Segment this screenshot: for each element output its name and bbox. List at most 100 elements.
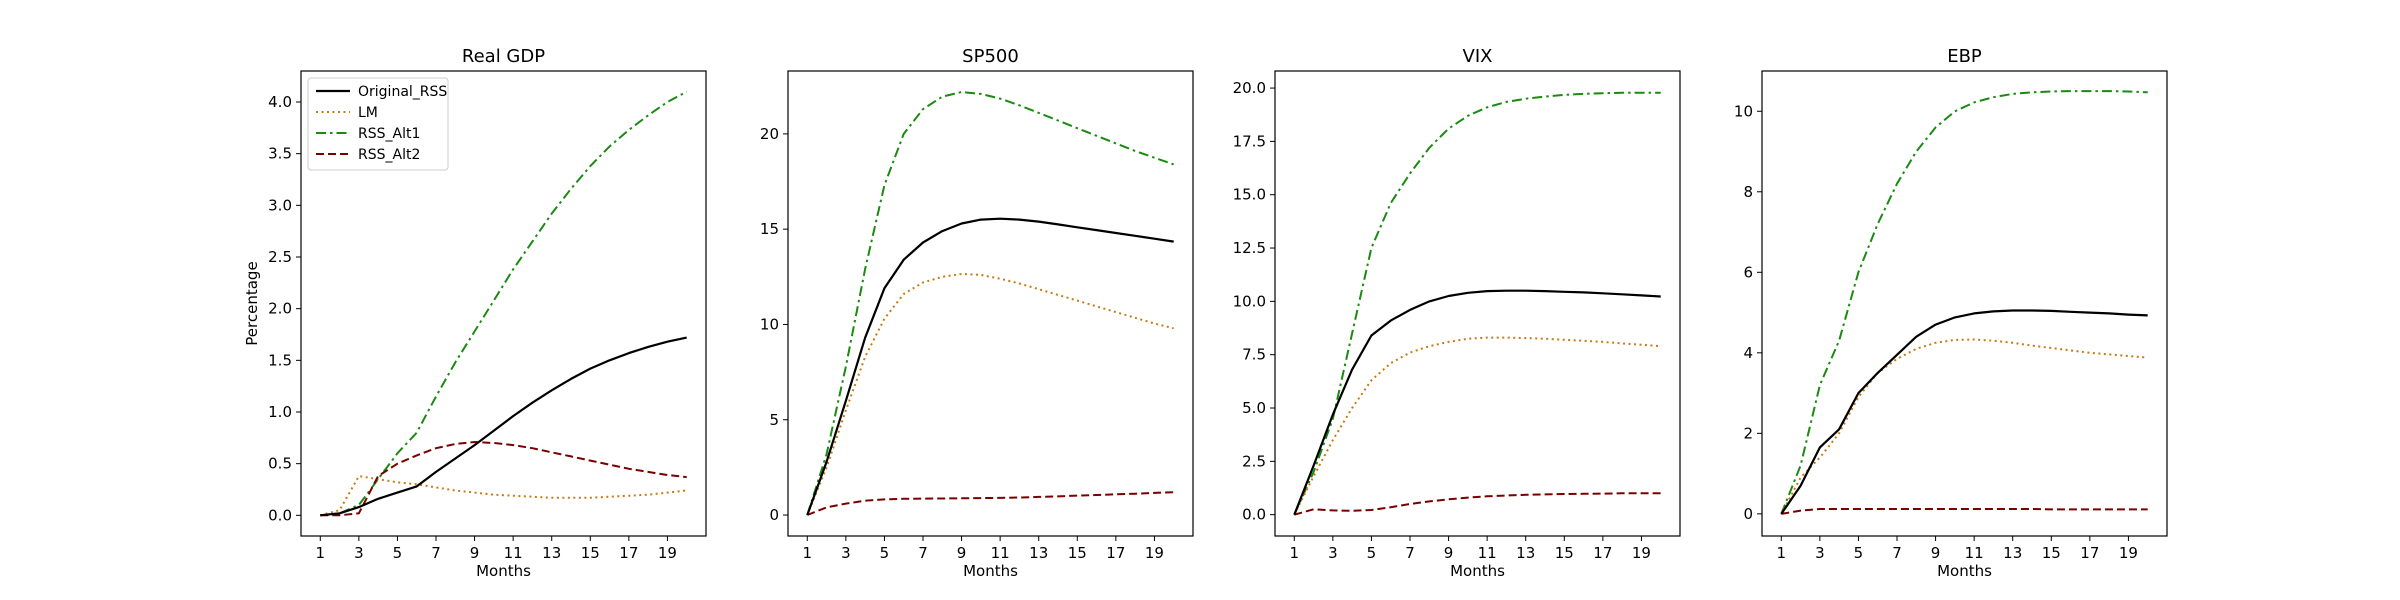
y-tick-label: 10 xyxy=(760,315,779,333)
x-axis-label: Months xyxy=(476,562,531,580)
y-tick-label: 17.5 xyxy=(1233,132,1266,150)
y-tick-label: 0 xyxy=(769,506,779,524)
series-line-rss-alt1 xyxy=(320,90,688,517)
x-tick-label: 3 xyxy=(1328,544,1338,562)
plot-frame xyxy=(1274,70,1681,537)
x-tick-label: 7 xyxy=(431,544,441,562)
x-tick-label: 19 xyxy=(2119,544,2138,562)
x-tick-label: 3 xyxy=(1815,544,1825,562)
x-tick-label: 9 xyxy=(1931,544,1941,562)
x-tick-label: 19 xyxy=(1632,544,1651,562)
legend-box xyxy=(307,77,449,171)
x-tick-label: 13 xyxy=(2003,544,2022,562)
y-tick-label: 15 xyxy=(760,220,779,238)
y-tick-label: 3.5 xyxy=(268,145,292,163)
y-tick-label: 15.0 xyxy=(1233,186,1266,204)
panel-title: VIX xyxy=(1463,46,1493,67)
series-line-original-rss xyxy=(320,336,687,517)
x-tick-label: 3 xyxy=(354,544,364,562)
x-tick-label: 19 xyxy=(1145,544,1164,562)
series-line-original-rss xyxy=(1293,289,1661,516)
x-axis-label: Months xyxy=(1450,562,1505,580)
x-axis-label: Months xyxy=(1937,562,1992,580)
x-tick-label: 5 xyxy=(880,544,890,562)
y-tick-label: 8 xyxy=(1743,183,1753,201)
y-tick-label: 0.0 xyxy=(268,506,292,524)
x-tick-label: 15 xyxy=(581,544,600,562)
y-tick-label: 1.0 xyxy=(268,403,292,421)
x-tick-label: 13 xyxy=(1516,544,1535,562)
y-axis-label: Percentage xyxy=(243,261,261,345)
series-line-rss-alt1 xyxy=(806,91,1175,516)
y-tick-label: 4 xyxy=(1743,344,1753,362)
x-tick-label: 9 xyxy=(957,544,967,562)
y-tick-label: 12.5 xyxy=(1233,239,1266,257)
series-line-lm xyxy=(1293,336,1661,516)
panel-title: SP500 xyxy=(962,46,1019,67)
x-tick-label: 1 xyxy=(316,544,326,562)
plot-frame xyxy=(1761,70,2168,537)
y-tick-label: 4.0 xyxy=(268,93,292,111)
x-tick-label: 1 xyxy=(1777,544,1787,562)
y-tick-label: 5 xyxy=(769,411,779,429)
x-tick-label: 3 xyxy=(841,544,851,562)
series-line-rss-alt1 xyxy=(1293,91,1661,516)
y-tick-label: 0.5 xyxy=(268,455,292,473)
y-tick-label: 20.0 xyxy=(1233,79,1266,97)
y-tick-label: 2 xyxy=(1743,424,1753,442)
series-line-original-rss xyxy=(806,217,1174,516)
x-tick-label: 5 xyxy=(393,544,403,562)
x-tick-label: 1 xyxy=(803,544,813,562)
x-tick-label: 17 xyxy=(2080,544,2099,562)
x-tick-label: 9 xyxy=(1444,544,1454,562)
series-line-rss-alt2 xyxy=(1781,508,2148,515)
y-tick-label: 0.0 xyxy=(1242,506,1266,524)
x-tick-label: 15 xyxy=(1555,544,1574,562)
panel-title: EBP xyxy=(1947,46,1982,67)
y-tick-label: 10.0 xyxy=(1233,292,1266,310)
x-tick-label: 13 xyxy=(1029,544,1048,562)
legend-label-original-rss: Original_RSS xyxy=(358,84,447,100)
x-tick-label: 5 xyxy=(1854,544,1864,562)
series-line-rss-alt2 xyxy=(806,491,1174,516)
x-tick-label: 7 xyxy=(1892,544,1902,562)
series-line-rss-alt2 xyxy=(320,441,687,517)
x-tick-label: 7 xyxy=(1405,544,1415,562)
x-tick-label: 17 xyxy=(1593,544,1612,562)
y-tick-label: 2.5 xyxy=(1242,452,1266,470)
x-tick-label: 15 xyxy=(2042,544,2061,562)
plot-frame xyxy=(787,70,1194,537)
series-line-lm xyxy=(320,475,687,517)
panel-vix: 1 3 5 7 9 11 13 15 17 190.02.55.07.510.012.515.01… xyxy=(1233,46,1681,580)
x-tick-label: 9 xyxy=(470,544,480,562)
y-tick-label: 6 xyxy=(1743,263,1753,281)
series-line-rss-alt1 xyxy=(1780,90,2148,515)
x-tick-label: 11 xyxy=(504,544,523,562)
legend-label-lm: LM xyxy=(358,105,378,121)
x-tick-label: 11 xyxy=(1478,544,1497,562)
y-tick-label: 10 xyxy=(1734,102,1753,120)
series-line-original-rss xyxy=(1780,309,2148,515)
x-tick-label: 1 xyxy=(1290,544,1300,562)
y-tick-label: 3.0 xyxy=(268,196,292,214)
y-tick-label: 7.5 xyxy=(1242,346,1266,364)
y-tick-label: 5.0 xyxy=(1242,399,1266,417)
panel-title: Real GDP xyxy=(462,46,545,67)
x-tick-label: 13 xyxy=(542,544,561,562)
x-tick-label: 19 xyxy=(658,544,677,562)
x-axis-label: Months xyxy=(963,562,1018,580)
legend-label-rss-alt2: RSS_Alt2 xyxy=(358,147,420,163)
y-tick-label: 2.0 xyxy=(268,300,292,318)
x-tick-label: 15 xyxy=(1068,544,1087,562)
legend-label-rss-alt1: RSS_Alt1 xyxy=(358,126,420,142)
y-tick-label: 1.5 xyxy=(268,351,292,369)
panel-real-gdp: 1 3 5 7 9 11 13 15 17 190.00.51.01.52.02.53.03.54… xyxy=(243,46,707,580)
x-tick-label: 17 xyxy=(1106,544,1125,562)
y-tick-label: 20 xyxy=(760,125,779,143)
x-tick-label: 5 xyxy=(1367,544,1377,562)
legend: Original_RSS LM RSS_Alt1 RSS_Alt2 xyxy=(307,77,449,171)
x-tick-label: 11 xyxy=(991,544,1010,562)
